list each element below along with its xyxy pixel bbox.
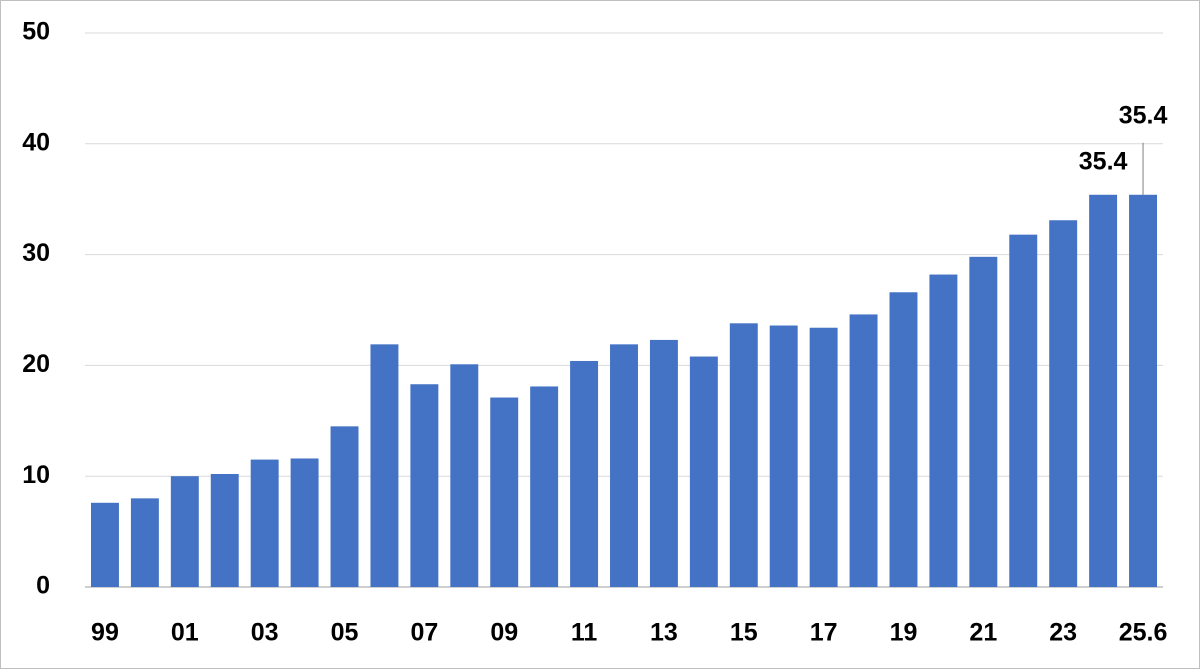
bar	[969, 256, 998, 587]
y-tick-label: 0	[36, 572, 50, 600]
bar	[1049, 220, 1078, 587]
bar	[490, 397, 519, 587]
y-tick-label: 40	[22, 128, 50, 156]
bar	[649, 339, 678, 587]
x-tick-label: 01	[171, 619, 199, 647]
bar	[1129, 194, 1158, 587]
bar	[570, 360, 599, 587]
x-tick-label: 11	[571, 619, 598, 647]
bar	[809, 327, 838, 587]
value-label: 35.4	[1079, 147, 1128, 175]
x-tick-label: 23	[1049, 619, 1077, 647]
x-tick-label: 17	[810, 619, 838, 647]
x-tick-label: 13	[650, 619, 678, 647]
bar	[1009, 234, 1038, 587]
bar	[929, 274, 958, 587]
x-tick-label: 15	[730, 619, 758, 647]
x-tick-label: 09	[490, 619, 518, 647]
bar	[1089, 194, 1118, 587]
bar	[210, 473, 239, 587]
bar	[370, 344, 399, 587]
x-tick-label: 25.6	[1119, 619, 1168, 647]
bar	[530, 386, 559, 587]
bar	[290, 458, 319, 587]
x-tick-label: 07	[410, 619, 438, 647]
y-tick-label: 30	[22, 239, 50, 267]
bar	[689, 356, 718, 587]
y-tick-label: 50	[22, 18, 50, 46]
bar	[729, 323, 758, 587]
bar	[610, 344, 638, 587]
bar	[889, 292, 918, 587]
y-tick-label: 10	[22, 461, 50, 489]
bar	[130, 498, 159, 587]
bar	[330, 426, 359, 587]
bar	[90, 502, 119, 587]
bar	[250, 459, 279, 587]
bar	[450, 364, 479, 587]
bar	[849, 314, 878, 587]
y-tick-label: 20	[22, 350, 50, 378]
bar	[170, 476, 199, 587]
x-tick-label: 03	[251, 619, 279, 647]
x-tick-label: 05	[331, 619, 359, 647]
x-tick-label: 19	[890, 619, 918, 647]
x-tick-label: 21	[969, 619, 997, 647]
bar	[769, 325, 798, 587]
bar	[410, 384, 439, 587]
x-tick-label: 99	[91, 619, 119, 647]
value-label: 35.4	[1119, 101, 1168, 129]
